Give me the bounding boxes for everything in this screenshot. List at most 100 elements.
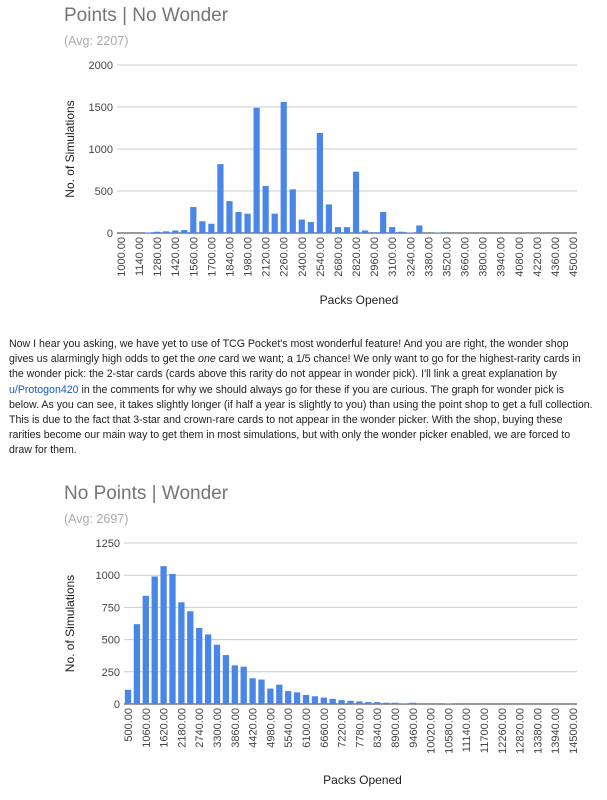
bar (285, 691, 292, 704)
bar (374, 702, 381, 704)
chart-title: Points | No Wonder (64, 5, 229, 26)
bar (160, 566, 167, 704)
bar (187, 611, 194, 704)
bar (217, 164, 224, 233)
bar (320, 697, 327, 704)
bar (356, 701, 363, 704)
x-tick-label: 1560.00 (188, 237, 200, 277)
x-tick-label: 14500.00 (568, 708, 580, 754)
y-tick-label: 500 (102, 635, 120, 647)
x-tick-label: 5540.00 (283, 708, 295, 748)
x-tick-label: 1280.00 (152, 237, 164, 277)
bar (307, 222, 314, 233)
bar (276, 684, 283, 704)
y-tick-label: 250 (102, 667, 120, 679)
y-tick-label: 1000 (96, 570, 120, 582)
bar (235, 212, 242, 233)
bar (199, 221, 206, 233)
bar (163, 231, 170, 233)
x-tick-label: 2740.00 (194, 708, 206, 748)
bar (382, 702, 390, 704)
x-tick-label: 2400.00 (297, 237, 309, 277)
bar (398, 231, 405, 233)
x-tick-label: 2120.00 (261, 237, 273, 277)
bar (325, 204, 333, 233)
chart-subtitle: (Avg: 2207) (64, 34, 129, 48)
bar (416, 225, 423, 233)
x-tick-label: 4080.00 (514, 237, 526, 277)
bar (316, 133, 323, 233)
x-tick-label: 4980.00 (265, 708, 277, 748)
x-tick-label: 4360.00 (550, 237, 562, 277)
bar (302, 694, 310, 704)
bar (267, 688, 274, 704)
bar (298, 219, 305, 233)
bar (249, 678, 256, 704)
chart-title: No Points | Wonder (64, 483, 229, 504)
bar (371, 232, 378, 233)
x-tick-label: 10020.00 (426, 708, 438, 754)
y-tick-label: 750 (102, 602, 120, 614)
x-tick-label: 8340.00 (372, 708, 384, 748)
y-tick-label: 0 (107, 228, 113, 240)
x-tick-label: 11700.00 (479, 708, 491, 753)
x-axis-label: Packs Opened (323, 773, 402, 787)
x-tick-label: 3300.00 (212, 708, 224, 748)
bar (133, 624, 141, 704)
y-tick-label: 500 (95, 186, 113, 198)
bar (231, 665, 238, 704)
x-tick-label: 13940.00 (550, 708, 562, 754)
bar (124, 689, 132, 704)
bar (280, 101, 287, 234)
x-tick-label: 4500.00 (568, 237, 580, 277)
bar (271, 213, 278, 233)
bar (190, 206, 197, 233)
bar (172, 230, 179, 233)
x-tick-label: 12820.00 (515, 708, 527, 754)
bar (352, 171, 360, 233)
x-tick-label: 2260.00 (279, 237, 291, 277)
y-tick-label: 1500 (89, 102, 113, 114)
x-tick-label: 1980.00 (243, 237, 255, 277)
bar (262, 185, 269, 233)
x-tick-label: 3660.00 (460, 237, 472, 277)
bar (178, 602, 185, 704)
x-tick-label: 1140.00 (134, 237, 146, 276)
bar (213, 644, 221, 704)
chart-subtitle: (Avg: 2697) (64, 512, 129, 526)
bar (289, 189, 296, 233)
bar (226, 201, 233, 233)
x-tick-label: 3800.00 (478, 237, 490, 277)
bar (293, 692, 301, 704)
bar (145, 232, 152, 234)
x-tick-label: 3940.00 (496, 237, 508, 277)
bar (407, 232, 414, 234)
x-tick-label: 2680.00 (333, 237, 345, 277)
x-tick-label: 8900.00 (390, 708, 402, 748)
x-tick-label: 500.00 (123, 708, 135, 742)
y-axis-label: No. of Simulations (63, 575, 77, 672)
bar (409, 702, 416, 704)
bar (244, 213, 251, 233)
bar (365, 702, 372, 704)
x-tick-label: 13380.00 (532, 708, 544, 754)
bar-chart-svg: 0 500 1000 1500 2000 1000.00 1140.00 1280.00 142… (63, 60, 580, 307)
x-tick-label: 12260.00 (497, 708, 509, 754)
x-tick-label: 3520.00 (441, 237, 453, 277)
x-tick-label: 1000.00 (116, 237, 128, 277)
x-tick-label: 1060.00 (141, 708, 153, 748)
bar (311, 696, 319, 704)
bar (445, 703, 452, 704)
bar (329, 698, 336, 704)
x-tick-label: 4220.00 (532, 237, 544, 277)
bar (347, 700, 354, 704)
y-axis-label: No. of Simulations (63, 100, 77, 197)
x-tick-label: 3860.00 (230, 708, 242, 748)
bar (181, 230, 188, 233)
bar (258, 679, 265, 704)
x-tick-label: 11140.00 (461, 708, 473, 752)
x-tick-label: 2820.00 (351, 237, 363, 277)
x-tick-label: 1620.00 (159, 708, 171, 748)
bar (380, 212, 387, 233)
user-link[interactable]: u/Protogon420 (9, 383, 79, 396)
